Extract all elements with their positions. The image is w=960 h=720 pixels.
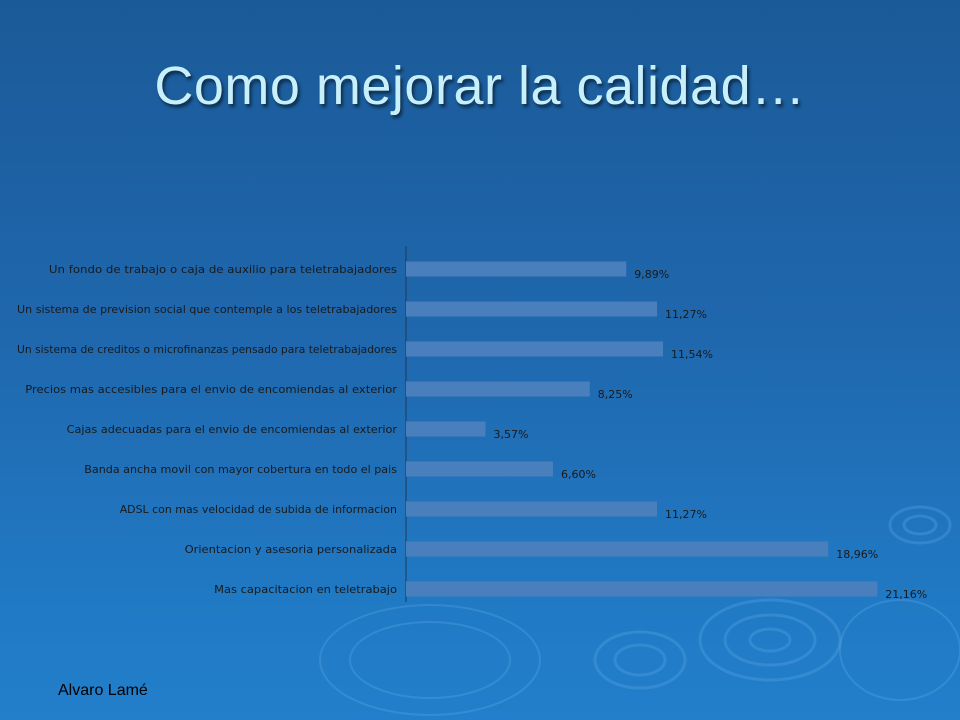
- category-label: Cajas adecuadas para el envio de encomie…: [67, 423, 398, 436]
- bar: [406, 421, 486, 437]
- bar: [406, 541, 829, 557]
- value-label: 9,89%: [634, 268, 669, 281]
- bar: [406, 261, 627, 277]
- value-label: 11,27%: [665, 508, 707, 521]
- author-footer: Alvaro Lamé: [58, 682, 148, 699]
- value-label: 18,96%: [836, 548, 878, 561]
- category-label: ADSL con mas velocidad de subida de info…: [120, 503, 397, 516]
- category-label: Banda ancha movil con mayor cobertura en…: [84, 463, 397, 476]
- value-label: 8,25%: [598, 388, 633, 401]
- category-label-group: Un fondo de trabajo o caja de auxilio pa…: [17, 263, 397, 596]
- category-label: Un sistema de creditos o microfinanzas p…: [17, 343, 397, 356]
- value-label: 3,57%: [494, 428, 529, 441]
- value-label: 21,16%: [885, 588, 927, 601]
- slide-title: Como mejorar la calidad…: [154, 56, 806, 116]
- category-label: Mas capacitacion en teletrabajo: [214, 583, 397, 596]
- category-label: Precios mas accesibles para el envio de …: [25, 383, 397, 396]
- value-label: 11,27%: [665, 308, 707, 321]
- bar-group: [406, 261, 878, 597]
- category-label: Un sistema de prevision social que conte…: [17, 303, 397, 316]
- bar-chart: Un fondo de trabajo o caja de auxilio pa…: [17, 246, 928, 602]
- bar: [406, 501, 658, 517]
- bar: [406, 341, 664, 357]
- value-label-group: 9,89% 11,27% 11,54% 8,25% 3,57% 6,60% 11,27% 18…: [494, 268, 928, 601]
- category-label: Un fondo de trabajo o caja de auxilio pa…: [49, 263, 397, 276]
- bar: [406, 381, 590, 397]
- bar: [406, 301, 658, 317]
- bar: [406, 581, 878, 597]
- value-label: 11,54%: [671, 348, 713, 361]
- bar: [406, 461, 553, 477]
- value-label: 6,60%: [561, 468, 596, 481]
- category-label: Orientacion y asesoria personalizada: [185, 543, 397, 556]
